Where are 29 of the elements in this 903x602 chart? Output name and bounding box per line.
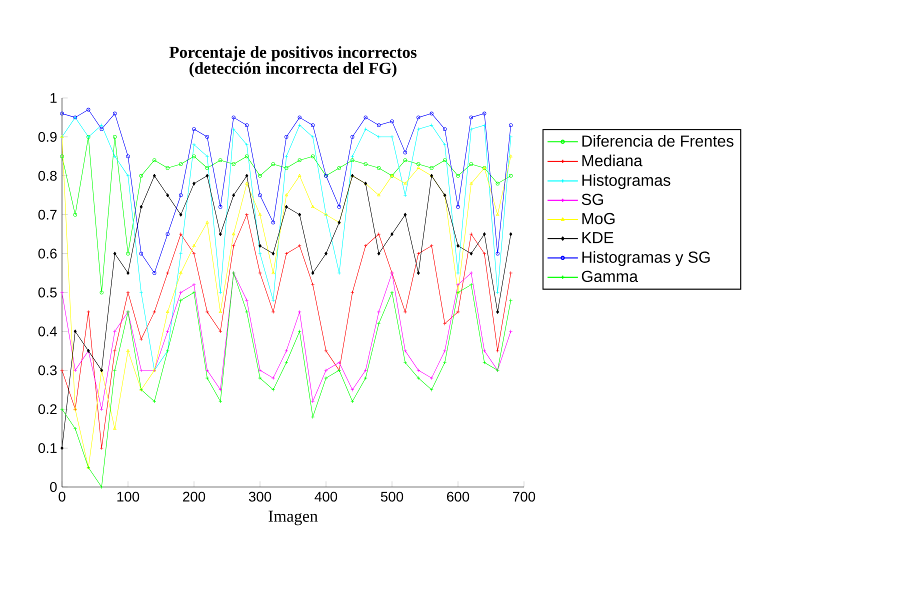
legend-label: Diferencia de Frentes [582, 134, 734, 147]
legend-label: Mediana [582, 154, 642, 166]
chart-title: Porcentaje de positivos incorrectos (detección incorrecta del FG) [169, 46, 417, 78]
y-tick-label: 1 [50, 93, 57, 103]
y-tick-label: 0.2 [38, 404, 57, 414]
y-tick-label: 0.6 [38, 248, 57, 259]
x-axis-title: Imagen [268, 510, 318, 526]
x-tick-label: 300 [248, 492, 272, 502]
legend-label: Histogramas [582, 174, 670, 190]
legend-label: KDE [582, 232, 614, 244]
y-tick-label: 0.1 [38, 443, 57, 454]
x-tick-label: 700 [513, 492, 536, 502]
legend-label: Gamma [582, 270, 638, 282]
x-tick-label: 500 [380, 492, 404, 502]
y-tick-label: 0.3 [38, 365, 57, 376]
legend-label: MoG [582, 212, 615, 224]
legend-label: SG [582, 194, 604, 206]
y-tick-label: 0.8 [38, 170, 57, 181]
y-tick-label: 0.4 [38, 326, 57, 336]
y-tick-label: 0.5 [38, 288, 57, 298]
x-tick-label: 600 [447, 492, 470, 502]
y-tick-label: 0 [50, 482, 57, 492]
x-tick-label: 400 [314, 492, 338, 502]
x-tick-label: 100 [117, 492, 140, 502]
x-tick-label: 200 [183, 492, 206, 502]
y-tick-label: 0.9 [38, 132, 57, 142]
y-tick-label: 0.7 [38, 210, 57, 220]
legend-label: Histogramas y SG [582, 251, 710, 266]
x-tick-label: 0 [58, 492, 66, 502]
